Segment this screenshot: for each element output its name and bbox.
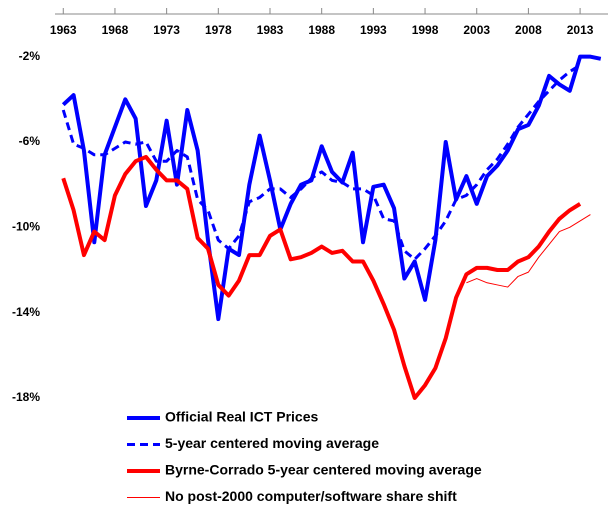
- legend-label: 5-year centered moving average: [165, 435, 379, 451]
- x-tick-label: 2003: [463, 23, 490, 37]
- series-line: [466, 214, 591, 288]
- y-tick-label: -6%: [19, 134, 41, 148]
- y-tick-label: -14%: [12, 305, 40, 319]
- x-tick-label: 2013: [567, 23, 594, 37]
- x-tick-label: 1968: [102, 23, 129, 37]
- series-line: [61, 154, 582, 400]
- y-tick-label: -10%: [12, 220, 40, 234]
- x-tick-label: 1963: [50, 23, 77, 37]
- series-line: [61, 54, 602, 322]
- legend-label: No post-2000 computer/software share shi…: [165, 488, 457, 504]
- x-tick-label: 1983: [257, 23, 284, 37]
- legend-label: Byrne-Corrado 5-year centered moving ave…: [165, 462, 482, 478]
- x-tick-label: 2008: [515, 23, 542, 37]
- y-tick-label: -2%: [19, 49, 41, 63]
- legend-label: Official Real ICT Prices: [165, 409, 318, 425]
- x-tick-label: 1998: [412, 23, 439, 37]
- y-tick-label: -18%: [12, 390, 40, 404]
- x-tick-label: 1973: [153, 23, 180, 37]
- x-tick-label: 1988: [308, 23, 335, 37]
- series-line: [61, 63, 581, 261]
- x-tick-label: 1978: [205, 23, 232, 37]
- x-tick-label: 1993: [360, 23, 387, 37]
